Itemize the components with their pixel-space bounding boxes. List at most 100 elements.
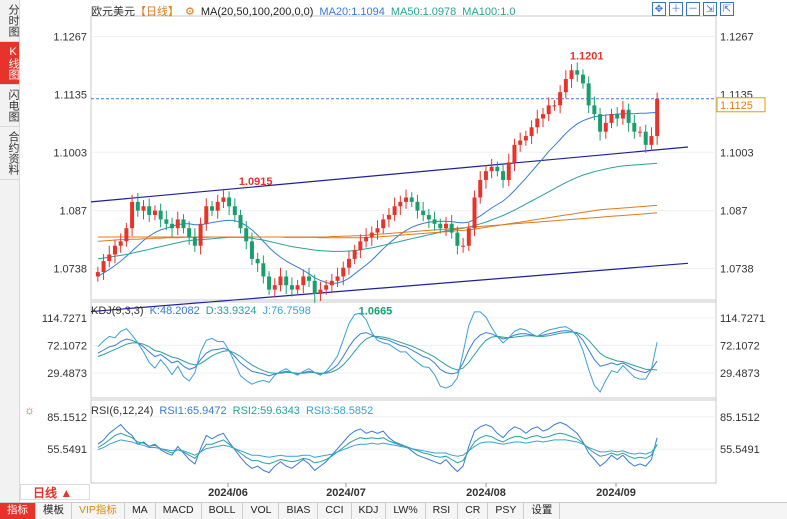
tab-psy[interactable]: PSY (488, 503, 525, 519)
candle-body-5 (124, 228, 129, 242)
tab-cr[interactable]: CR (458, 503, 489, 519)
ma50-value: MA50:1.0978 (390, 6, 457, 18)
candle-body-48 (369, 232, 374, 237)
candle-body-40 (324, 285, 329, 290)
rsi-line-rsi2 (97, 432, 658, 465)
tab-indicators[interactable]: 指标 (0, 503, 36, 519)
tab-macd[interactable]: MACD (156, 503, 202, 519)
kdj-label: KDJ(9,3,3) (91, 305, 144, 317)
tab-bias[interactable]: BIAS (279, 503, 319, 519)
candle-body-35 (295, 285, 300, 290)
candle-body-51 (386, 215, 391, 220)
kdj-tick-left-2: 29.4873 (47, 368, 87, 380)
candle-body-25 (238, 215, 243, 229)
tab-kdj[interactable]: KDJ (352, 503, 387, 519)
candle-body-24 (232, 206, 237, 216)
candle-body-27 (249, 241, 254, 259)
candle-body-81 (558, 92, 563, 106)
price-tick-left-4: 1.0738 (53, 264, 87, 276)
tab-lw[interactable]: LW% (386, 503, 426, 519)
candle-body-20 (209, 206, 214, 211)
chart-tools: ✥ ＋ － ⇲ ⇱ (652, 2, 734, 16)
expand-icon[interactable]: ⇱ (720, 2, 734, 16)
candle-body-6 (130, 201, 135, 229)
candle-body-90 (609, 114, 614, 123)
x-tick-3: 2024/09 (596, 487, 636, 499)
sun-icon[interactable]: ☼ (24, 403, 35, 417)
candle-body-74 (518, 140, 523, 145)
candle-body-77 (535, 118, 540, 128)
candle-body-36 (301, 276, 306, 286)
shrink-icon[interactable]: ⇲ (703, 2, 717, 16)
candle-body-54 (404, 197, 409, 202)
kdj-tick-right-1: 72.1072 (720, 340, 760, 352)
rsi2: RSI2:59.6343 (232, 405, 300, 417)
candle-body-65 (466, 228, 471, 246)
settings-icon[interactable]: ⚙ (185, 6, 195, 18)
candle-body-91 (615, 114, 620, 119)
period-tag: 【日线】 (135, 6, 179, 18)
candle-body-70 (495, 166, 500, 172)
tab-cci[interactable]: CCI (318, 503, 352, 519)
candle-body-14 (175, 219, 180, 229)
candle-body-86 (586, 83, 591, 106)
rsi3: RSI3:58.5852 (305, 405, 374, 417)
zoom-in-icon[interactable]: ＋ (669, 2, 683, 16)
candle-body-61 (443, 223, 448, 229)
tab-contract-info[interactable]: 合约资料 (0, 127, 19, 180)
candle-body-30 (267, 276, 272, 290)
indicator-tabs: 指标 模板 VIP指标 MA MACD BOLL VOL BIAS CCI KD… (0, 502, 787, 519)
rsi-label: RSI(6,12,24) (91, 405, 154, 417)
rsi-legend: RSI(6,12,24) RSI1:65.9472 RSI2:59.6343 RSI3… (91, 405, 379, 417)
tab-flash[interactable]: 闪电图 (0, 85, 19, 127)
candle-body-66 (472, 197, 477, 229)
candle-body-16 (187, 228, 192, 237)
candle-body-68 (483, 171, 488, 180)
move-icon[interactable]: ✥ (652, 2, 666, 16)
candle-body-53 (398, 201, 403, 207)
candle-body-47 (364, 236, 369, 242)
zoom-out-icon[interactable]: － (686, 2, 700, 16)
tab-ma[interactable]: MA (125, 503, 156, 519)
tab-templates[interactable]: 模板 (36, 503, 72, 519)
kdj-tick-right-2: 29.4873 (720, 368, 760, 380)
candle-body-60 (438, 223, 443, 229)
candle-body-52 (392, 206, 397, 216)
candle-body-98 (655, 98, 660, 137)
price-tick-right-0: 1.1267 (720, 31, 754, 43)
kdj-line-d (97, 331, 658, 374)
price-tick-left-3: 1.087 (59, 206, 87, 218)
candle-body-11 (158, 210, 163, 220)
period-button[interactable]: 日线 ▲ (20, 484, 90, 500)
candle-body-76 (529, 127, 534, 137)
tab-vol[interactable]: VOL (243, 503, 280, 519)
price-tick-right-2: 1.1003 (720, 147, 754, 159)
rsi1: RSI1:65.9472 (159, 405, 227, 417)
tab-rsi[interactable]: RSI (426, 503, 459, 519)
tab-vip-indicators[interactable]: VIP指标 (72, 503, 125, 519)
tab-kline[interactable]: K线图 (0, 42, 19, 85)
candle-body-50 (381, 219, 386, 229)
tab-boll[interactable]: BOLL (202, 503, 244, 519)
candle-body-41 (329, 280, 334, 286)
candle-body-57 (421, 210, 426, 216)
tab-intraday[interactable]: 分时图 (0, 0, 19, 42)
candle-body-78 (541, 114, 546, 119)
ma-label: MA(20,50,100,200,0,0) (200, 6, 314, 18)
candle-body-64 (461, 245, 466, 247)
candle-body-33 (284, 276, 289, 286)
candle-body-72 (506, 162, 511, 180)
price-annotation-2: 1.1201 (570, 50, 604, 62)
candle-body-19 (204, 206, 209, 224)
candle-body-73 (512, 144, 517, 163)
kdj-tick-left-0: 114.7271 (42, 313, 87, 325)
channel-line-1 (90, 262, 689, 313)
candle-body-82 (563, 79, 568, 93)
last-price-label: 1.1125 (720, 100, 753, 112)
tab-settings[interactable]: 设置 (524, 503, 561, 519)
rsi-line-rsi3 (97, 439, 658, 458)
kdj-legend: KDJ(9,3,3) K:48.2082 D:33.9324 J:76.7598 (91, 305, 317, 317)
candle-body-55 (409, 197, 414, 202)
candle-body-97 (649, 136, 654, 145)
